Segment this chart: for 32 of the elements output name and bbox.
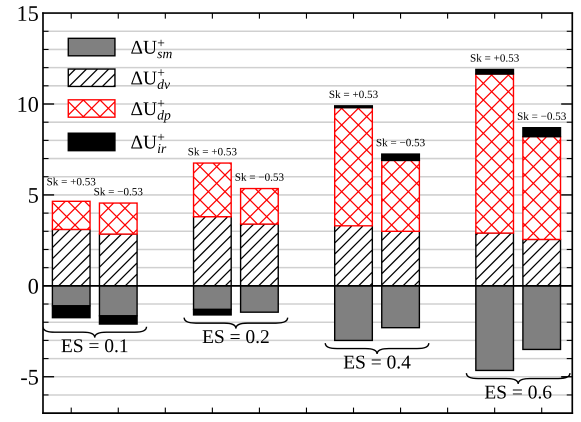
y-tick-label: 10 xyxy=(18,96,38,112)
bar xyxy=(475,68,514,75)
x-tick-label: Sk = +0.53 xyxy=(47,178,96,186)
annotation: ES = 0.2 xyxy=(202,330,269,344)
annotation: ES = 0.1 xyxy=(61,339,128,352)
y-tick-label: 0 xyxy=(28,278,38,294)
y-tick-label: -5 xyxy=(21,370,38,385)
bar xyxy=(381,160,420,232)
bar xyxy=(522,136,562,240)
x-tick-label: Sk = −0.53 xyxy=(518,112,566,120)
bar xyxy=(192,162,232,218)
bar xyxy=(381,153,420,162)
x-tick-label: Sk = +0.53 xyxy=(188,148,237,156)
annotation: ES = 0.4 xyxy=(344,356,411,369)
bar xyxy=(475,73,514,234)
x-tick-label: Sk = −0.53 xyxy=(376,138,425,146)
x-tick-label: Sk = +0.53 xyxy=(470,54,519,62)
bar xyxy=(522,126,562,138)
y-tick-label: 15 xyxy=(18,6,38,22)
legend-label: ΔU$^{+}$$_{sm}$ xyxy=(131,40,172,58)
bar xyxy=(334,106,374,227)
x-tick-label: Sk = −0.53 xyxy=(94,188,142,196)
annotation: ES = 0.6 xyxy=(484,386,552,399)
x-tick-label: Sk = +0.53 xyxy=(330,90,378,98)
bar xyxy=(52,200,91,230)
bar xyxy=(98,202,138,235)
y-tick-label: 5 xyxy=(29,188,38,203)
x-tick-label: Sk = −0.53 xyxy=(236,173,284,181)
legend-label: ΔU$^{+}$$_{dp}$ xyxy=(131,100,170,122)
legend-label: ΔU$^{+}$$_{ir}$ xyxy=(131,134,166,153)
bar xyxy=(240,188,279,225)
legend-label: ΔU$^{+}$$_{dv}$ xyxy=(131,69,170,89)
